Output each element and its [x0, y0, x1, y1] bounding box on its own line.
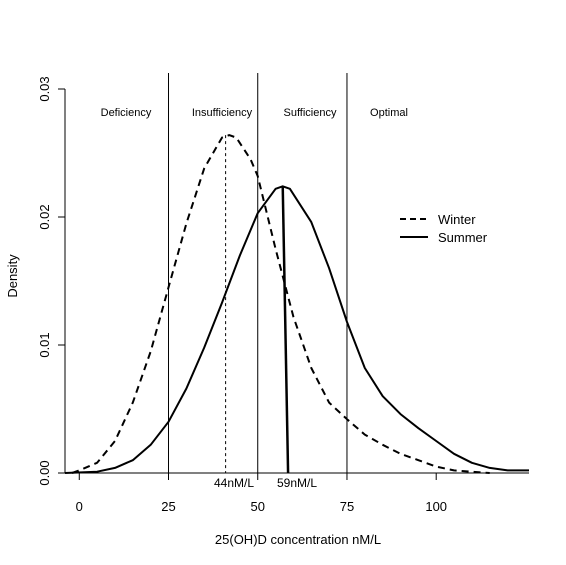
x-tick-label: 100 — [425, 499, 447, 514]
y-tick-label: 0.03 — [37, 76, 52, 101]
x-tick-label: 50 — [251, 499, 265, 514]
legend: Winter Summer — [400, 212, 488, 245]
band-label-sufficiency: Sufficiency — [284, 107, 337, 119]
legend-summer-label: Summer — [438, 230, 488, 245]
band-label-deficiency: Deficiency — [101, 107, 152, 119]
plot-area: 0.00 0.01 0.02 0.03 0 25 50 75 100 — [37, 73, 529, 514]
x-tick-label: 0 — [76, 499, 83, 514]
y-axis-label: Density — [5, 254, 20, 298]
peak-marker-summer — [281, 186, 290, 474]
y-tick-label: 0.00 — [37, 460, 52, 485]
band-label-optimal: Optimal — [370, 107, 408, 119]
x-tick-label: 75 — [340, 499, 354, 514]
x-tick-label: 25 — [161, 499, 175, 514]
legend-winter-label: Winter — [438, 212, 476, 227]
y-tick-label: 0.01 — [37, 332, 52, 357]
x-axis-label: 25(OH)D concentration nM/L — [215, 532, 381, 547]
summer-peak-label: 59nM/L — [277, 476, 317, 490]
series-summer-curve — [64, 185, 529, 474]
winter-peak-label: 44nM/L — [214, 476, 254, 490]
series-winter-curve — [71, 134, 490, 474]
band-label-insufficiency: Insufficiency — [192, 107, 253, 119]
y-tick-label: 0.02 — [37, 204, 52, 229]
